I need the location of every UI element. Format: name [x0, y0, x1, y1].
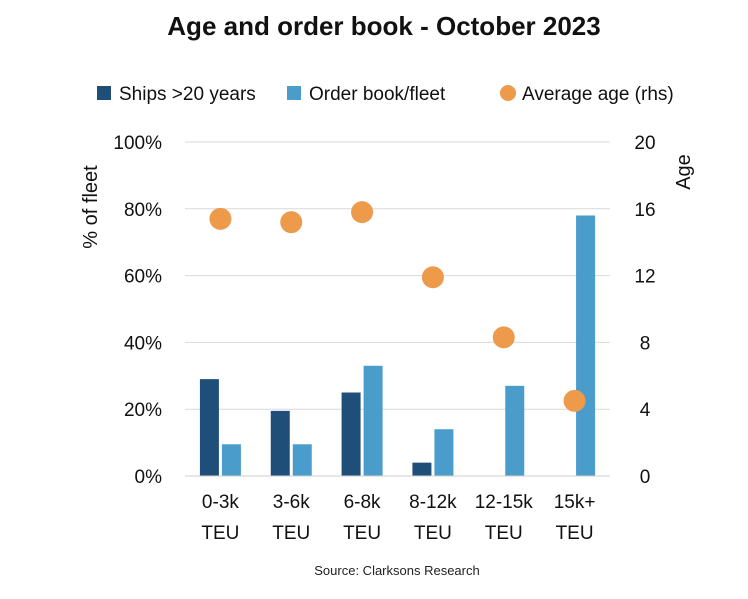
bar-order-book-fleet — [576, 215, 596, 477]
legend-swatch-ships-over-20-years — [97, 86, 111, 100]
x-tick-label-unit: TEU — [556, 523, 594, 544]
bar-ships-over-20-years — [199, 379, 219, 476]
x-tick-label-unit: TEU — [272, 523, 310, 544]
legend-label: Average age (rhs) — [522, 84, 674, 105]
average-age-point — [280, 211, 303, 234]
x-tick-label-unit: TEU — [485, 523, 523, 544]
x-tick-label: 8-12k — [409, 492, 457, 513]
left-tick-label: 20% — [124, 400, 162, 421]
bar-ships-over-20-years — [270, 410, 290, 476]
gridlines — [185, 141, 610, 410]
legend: Ships >20 years Order book/fleet Average a… — [97, 84, 674, 105]
right-tick-label: 20 — [634, 133, 655, 154]
bar-order-book-fleet — [221, 444, 241, 476]
right-tick-label: 16 — [634, 200, 655, 221]
x-tick-label-unit: TEU — [343, 523, 381, 544]
bar-order-book-fleet — [363, 365, 383, 476]
x-tick-label: 15k+ — [554, 492, 596, 513]
bar-ships-over-20-years — [341, 392, 361, 476]
right-tick-label: 12 — [634, 267, 655, 288]
average-age-points — [209, 201, 586, 412]
bar-ships-over-20-years — [412, 462, 432, 476]
chart-title: Age and order book - October 2023 — [167, 11, 600, 41]
left-axis-ticks: 0% 20% 40% 60% 80% 100% — [113, 133, 162, 488]
legend-marker-average-age — [500, 85, 516, 101]
average-age-point — [209, 207, 232, 230]
bar-order-book-fleet — [292, 444, 312, 476]
x-tick-label-unit: TEU — [201, 523, 239, 544]
right-tick-label: 8 — [640, 333, 651, 354]
x-tick-label: 3-6k — [273, 492, 310, 513]
average-age-point — [492, 326, 515, 349]
x-tick-label: 6-8k — [344, 492, 381, 513]
right-axis-ticks: 0 4 8 12 16 20 — [634, 133, 655, 488]
right-tick-label: 0 — [640, 467, 651, 488]
left-tick-label: 100% — [113, 133, 162, 154]
legend-label: Order book/fleet — [309, 84, 446, 105]
average-age-point — [563, 389, 586, 412]
bar-order-book-fleet — [434, 429, 454, 476]
bars — [199, 215, 596, 477]
average-age-point — [351, 201, 374, 224]
left-tick-label: 40% — [124, 333, 162, 354]
source-note: Source: Clarksons Research — [314, 563, 479, 578]
x-tick-label-unit: TEU — [414, 523, 452, 544]
average-age-point — [421, 266, 444, 289]
right-tick-label: 4 — [640, 400, 651, 421]
legend-label: Ships >20 years — [119, 84, 256, 105]
x-tick-label: 12-15k — [475, 492, 534, 513]
legend-swatch-order-book-fleet — [287, 86, 301, 100]
left-tick-label: 0% — [135, 467, 163, 488]
right-axis-label: Age — [673, 154, 695, 190]
left-tick-label: 80% — [124, 200, 162, 221]
bar-order-book-fleet — [505, 385, 525, 476]
left-tick-label: 60% — [124, 267, 162, 288]
x-tick-label: 0-3k — [202, 492, 239, 513]
x-axis-tick-labels: 0-3k TEU 3-6k TEU 6-8k TEU 8-12k TEU 12-15k TEU 15… — [201, 492, 595, 544]
left-axis-label: % of fleet — [80, 165, 102, 249]
